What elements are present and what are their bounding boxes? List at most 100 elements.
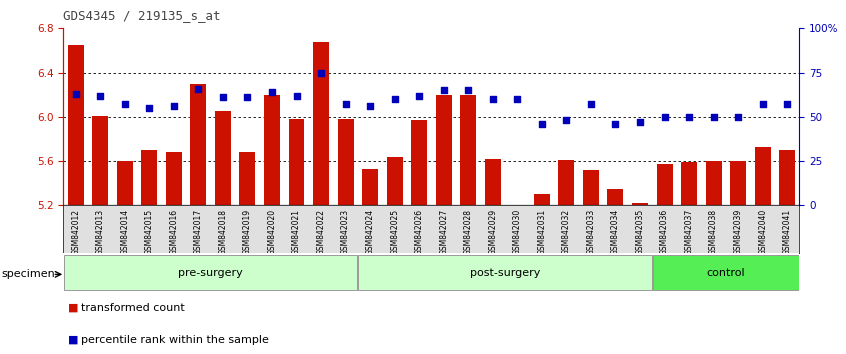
Bar [706,161,722,205]
Point [314,70,327,75]
Text: GSM842034: GSM842034 [611,209,620,255]
Text: GSM842030: GSM842030 [513,209,522,255]
Text: GSM842020: GSM842020 [267,209,277,255]
Bar [117,161,133,205]
Point [633,119,646,125]
Point [412,93,426,98]
Point [755,102,769,107]
Bar [436,95,452,205]
Point [682,114,695,120]
Bar [460,95,476,205]
Point [486,96,499,102]
Bar [362,169,378,205]
Bar [215,111,231,205]
Text: GSM842017: GSM842017 [194,209,203,255]
Point [706,114,720,120]
Bar [239,152,255,205]
Point [191,86,205,91]
Bar [264,95,280,205]
Bar [387,157,403,205]
Text: GSM842040: GSM842040 [758,209,767,255]
Text: transformed count: transformed count [81,303,185,313]
Text: GSM842013: GSM842013 [96,209,105,255]
Bar [534,194,550,205]
Point [437,87,450,93]
Point [93,93,107,98]
Text: GSM842039: GSM842039 [733,209,743,255]
Point [559,118,573,123]
Text: GSM842029: GSM842029 [488,209,497,255]
Text: GSM842018: GSM842018 [218,209,228,255]
Text: GSM842028: GSM842028 [464,209,473,255]
Bar [359,255,651,290]
Point [240,95,254,100]
Bar [141,150,157,205]
Text: ■: ■ [68,303,78,313]
Bar [656,164,673,205]
Point [142,105,156,111]
Text: GSM842022: GSM842022 [316,209,326,255]
Text: GSM842041: GSM842041 [783,209,792,255]
Text: pre-surgery: pre-surgery [179,268,243,278]
Text: GSM842036: GSM842036 [660,209,669,255]
Bar [288,119,305,205]
Bar [632,203,648,205]
Bar [558,160,574,205]
Text: GSM842031: GSM842031 [537,209,547,255]
Point [510,96,524,102]
Bar [485,159,501,205]
Bar [166,152,182,205]
Bar [583,170,599,205]
Point [216,95,229,100]
Point [608,121,622,127]
Text: GSM842014: GSM842014 [120,209,129,255]
Text: specimen: specimen [2,269,56,279]
Point [265,89,278,95]
Text: GSM842016: GSM842016 [169,209,179,255]
Bar [92,116,108,205]
Text: GDS4345 / 219135_s_at: GDS4345 / 219135_s_at [63,9,221,22]
Text: post-surgery: post-surgery [470,268,541,278]
Point [69,91,82,97]
Text: GSM842015: GSM842015 [145,209,154,255]
Bar [338,119,354,205]
Text: GSM842035: GSM842035 [635,209,645,255]
Point [535,121,548,127]
Text: GSM842037: GSM842037 [684,209,694,255]
Point [461,87,475,93]
Point [167,103,180,109]
Bar [681,162,697,205]
Text: ■: ■ [68,335,78,345]
Point [657,114,671,120]
Bar [607,189,624,205]
Bar [779,150,795,205]
Text: percentile rank within the sample: percentile rank within the sample [81,335,269,345]
Point [289,93,303,98]
Bar [755,147,771,205]
Text: GSM842023: GSM842023 [341,209,350,255]
Point [118,102,131,107]
Text: GSM842027: GSM842027 [439,209,448,255]
Text: GSM842019: GSM842019 [243,209,252,255]
Text: GSM842026: GSM842026 [415,209,424,255]
Bar [190,84,206,205]
Bar [64,255,357,290]
Point [387,96,401,102]
Bar [68,45,84,205]
Bar [730,161,746,205]
Text: GSM842038: GSM842038 [709,209,718,255]
Point [780,102,794,107]
Point [584,102,597,107]
Text: GSM842012: GSM842012 [71,209,80,255]
Bar [313,42,329,205]
Text: GSM842033: GSM842033 [586,209,596,255]
Point [363,103,376,109]
Text: GSM842025: GSM842025 [390,209,399,255]
Text: GSM842024: GSM842024 [365,209,375,255]
Bar [411,120,427,205]
Text: GSM842032: GSM842032 [562,209,571,255]
Point [338,102,352,107]
Text: GSM842021: GSM842021 [292,209,301,255]
Point [731,114,744,120]
Text: control: control [706,268,745,278]
